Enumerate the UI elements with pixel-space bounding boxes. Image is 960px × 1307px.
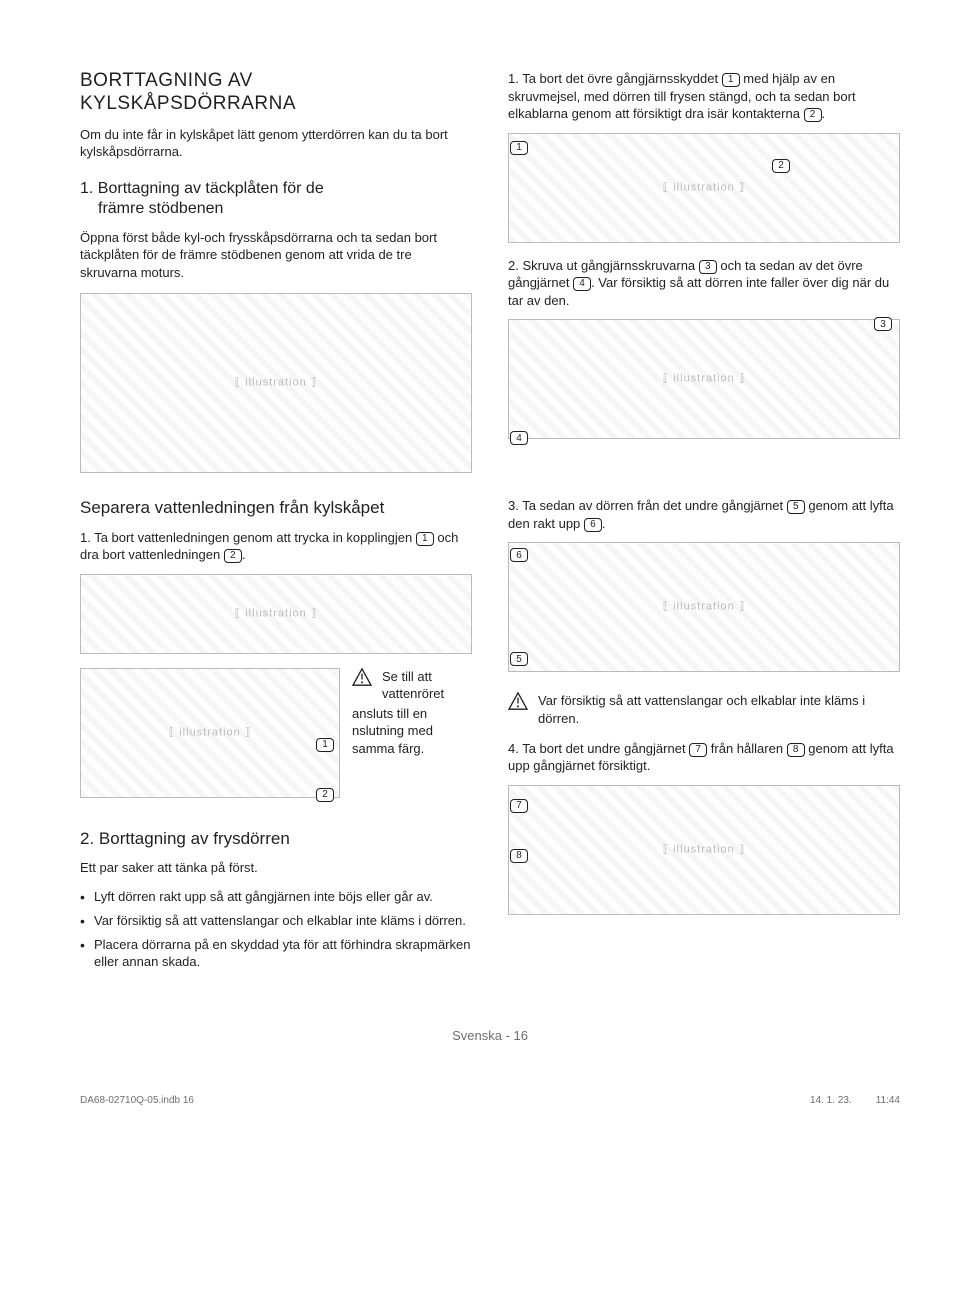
tag-6: 6 [510,548,528,562]
callout-1: 1 [722,73,740,87]
bullet-1: Lyft dörren rakt upp så att gångjärnen i… [80,888,472,906]
print-right: 14. 1. 23. 11:44 [810,1094,900,1108]
section1-heading: 1. Borttagning av täckplåten för de främ… [80,179,472,219]
tag-7: 7 [510,799,528,813]
tag-4: 4 [510,431,528,445]
tag-5: 5 [510,652,528,666]
right-step3: 3. Ta sedan av dörren från det undre gån… [508,497,900,532]
r3-a: 3. Ta sedan av dörren från det undre gån… [508,498,787,513]
tag-8: 8 [510,849,528,863]
r1-c: . [822,106,826,121]
callout-5: 5 [787,500,805,514]
tag-2: 2 [772,159,790,173]
r1-a: 1. Ta bort det övre gångjärnsskyddet [508,71,722,86]
right-step2: 2. Skruva ut gångjärnsskruvarna 3 och ta… [508,257,900,310]
diagram-upper-hinge-wrap: 3 4 [508,319,900,439]
warning-row-2: Var försiktig så att vattenslangar och e… [508,692,900,727]
left-column: BORTTAGNING AV KYLSKÅPSDÖRRARNA Om du in… [80,70,472,473]
diagram-water-coupling-wrap: 1 2 [80,668,340,798]
diagram-water-coupling [80,668,340,798]
mid-columns: Separera vattenledningen från kylskåpet … [80,497,900,976]
section2-step1: 1. Ta bort vattenledningen genom att try… [80,529,472,564]
callout-3: 3 [699,260,717,274]
section3-sub: Ett par saker att tänka på först. [80,859,472,877]
right-step1: 1. Ta bort det övre gångjärnsskyddet 1 m… [508,70,900,123]
callout-4: 4 [573,277,591,291]
title-line2: KYLSKÅPSDÖRRARNA [80,93,296,114]
warning-icon [352,668,372,686]
diagram-remove-lower-hinge [508,785,900,915]
section2-heading: Separera vattenledningen från kylskåpet [80,497,472,518]
callout-2b: 2 [224,549,242,563]
s2-c: . [242,547,246,562]
print-time: 11:44 [876,1094,900,1108]
left-column-2: Separera vattenledningen från kylskåpet … [80,497,472,976]
tag-2b: 2 [316,788,334,802]
right-step4: 4. Ta bort det undre gångjärnet 7 från h… [508,740,900,775]
callout-6: 6 [584,518,602,532]
section3-heading: 2. Borttagning av frysdörren [80,828,472,849]
warning2-text: Var försiktig så att vattenslangar och e… [538,692,900,727]
print-date: 14. 1. 23. [810,1094,852,1108]
diagram-hinge-cover [508,133,900,243]
callout-8: 8 [787,743,805,757]
top-columns: BORTTAGNING AV KYLSKÅPSDÖRRARNA Om du in… [80,70,900,473]
bullet-2: Var försiktig så att vattenslangar och e… [80,912,472,930]
sec1-line1: 1. Borttagning av täckplåten för de [80,180,324,197]
r4-b: från hållaren [707,741,787,756]
diagram-support-legs [80,293,472,473]
section1-body: Öppna först både kyl-och frysskåpsdörrar… [80,229,472,282]
tag-1: 1 [510,141,528,155]
diagram-lower-hinge-wrap: 6 5 [508,542,900,672]
print-file: DA68-02710Q-05.indb 16 [80,1094,194,1108]
water-warning-block: Se till att vattenröret ansluts till en … [352,668,472,758]
r3-c: . [602,516,606,531]
title-line1: BORTTAGNING AV [80,70,253,91]
sec1-line2: främre stödbenen [80,199,223,219]
w1c: ansluts till en nslutning med samma färg… [352,705,472,758]
diagram-remove-lower-hinge-wrap: 7 8 [508,785,900,915]
right-column-2: 3. Ta sedan av dörren från det undre gån… [508,497,900,976]
diagram-lower-hinge-lift [508,542,900,672]
diagram-upper-hinge [508,319,900,439]
main-heading: BORTTAGNING AV KYLSKÅPSDÖRRARNA [80,70,472,116]
bullet-3: Placera dörrarna på en skyddad yta för a… [80,936,472,971]
callout-2: 2 [804,108,822,122]
tag-3: 3 [874,317,892,331]
w1b: vattenröret [382,686,444,701]
s2-a: 1. Ta bort vattenledningen genom att try… [80,530,416,545]
callout-1b: 1 [416,532,434,546]
r4-a: 4. Ta bort det undre gångjärnet [508,741,689,756]
print-footer: DA68-02710Q-05.indb 16 14. 1. 23. 11:44 [80,1094,900,1108]
section3-bullets: Lyft dörren rakt upp så att gångjärnen i… [80,888,472,970]
right-column: 1. Ta bort det övre gångjärnsskyddet 1 m… [508,70,900,473]
w1a: Se till att [382,669,432,684]
water-line-row: 1 2 Se till att vattenröret ansluts till… [80,668,472,798]
water-warning-text: Se till att vattenröret [382,668,444,703]
intro-text: Om du inte får in kylskåpet lätt genom y… [80,126,472,161]
diagram-water-line-top [80,574,472,654]
warning-icon [508,692,528,710]
page-number: Svenska - 16 [80,1027,900,1045]
diagram-hinge-cover-wrap: 1 2 [508,133,900,243]
r2-a: 2. Skruva ut gångjärnsskruvarna [508,258,699,273]
tag-1b: 1 [316,738,334,752]
callout-7: 7 [689,743,707,757]
